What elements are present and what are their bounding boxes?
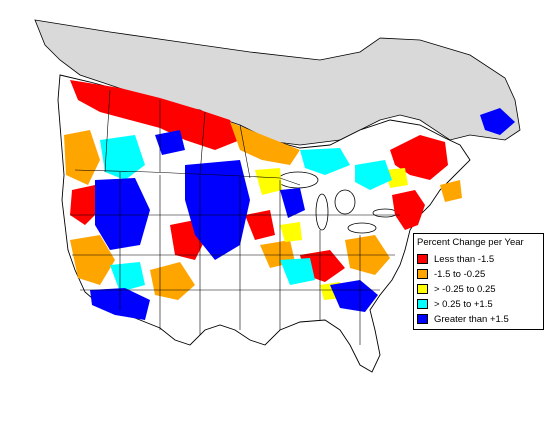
patch-cyan-east — [355, 160, 392, 190]
patch-blue-midwest — [280, 188, 305, 218]
patch-red-mid — [245, 210, 275, 240]
legend-item: > -0.25 to 0.25 — [417, 283, 496, 295]
patch-orange-plains — [150, 262, 195, 300]
lake-erie — [347, 222, 377, 234]
lake-ontario — [372, 208, 398, 218]
legend-item: > 0.25 to +1.5 — [417, 298, 493, 310]
legend-label: > 0.25 to +1.5 — [434, 298, 493, 310]
legend-swatch — [417, 284, 428, 294]
patch-orange-maritime — [440, 180, 462, 202]
patch-cyan-north — [300, 148, 350, 175]
legend-title: Percent Change per Year — [417, 237, 524, 248]
map-legend: Percent Change per Year Less than -1.5 -… — [413, 233, 544, 330]
lake-superior — [277, 171, 319, 189]
patch-cyan-west — [100, 135, 145, 180]
lake-michigan — [315, 193, 329, 231]
patch-yellow-mid — [280, 222, 302, 242]
legend-swatch — [417, 254, 428, 264]
legend-swatch — [417, 299, 428, 309]
legend-label: -1.5 to -0.25 — [434, 268, 486, 280]
patch-orange-west — [64, 130, 100, 185]
province-line — [199, 111, 206, 176]
political-boundaries — [70, 89, 400, 345]
legend-label: > -0.25 to 0.25 — [434, 283, 496, 295]
great-lakes — [277, 171, 398, 234]
patch-orange-southwest — [70, 235, 115, 285]
legend-item: -1.5 to -0.25 — [417, 268, 485, 280]
patch-yellow-east — [385, 168, 408, 188]
patch-cyan-southwest — [110, 262, 145, 292]
province-line — [104, 89, 111, 173]
patch-cyan-midwest — [280, 258, 315, 285]
legend-swatch — [417, 269, 428, 279]
patch-red-northeast — [392, 190, 425, 230]
patch-blue-southeast — [330, 280, 378, 312]
legend-swatch — [417, 314, 428, 324]
province-line — [239, 124, 251, 179]
legend-label: Greater than +1.5 — [434, 313, 509, 325]
lake-huron — [334, 189, 356, 215]
trend-patches — [64, 80, 515, 320]
patch-orange-north — [230, 122, 300, 165]
us-canada-border — [74, 169, 301, 186]
legend-item: Greater than +1.5 — [417, 313, 509, 325]
legend-item: Less than -1.5 — [417, 253, 494, 265]
patch-blue-north — [155, 130, 185, 155]
patch-blue-west — [95, 178, 150, 250]
patch-blue-northeast — [480, 108, 515, 135]
patch-red-northwest — [70, 80, 240, 150]
legend-label: Less than -1.5 — [434, 253, 495, 265]
patch-yellow-north — [255, 168, 282, 195]
patch-blue-plains — [185, 160, 250, 260]
